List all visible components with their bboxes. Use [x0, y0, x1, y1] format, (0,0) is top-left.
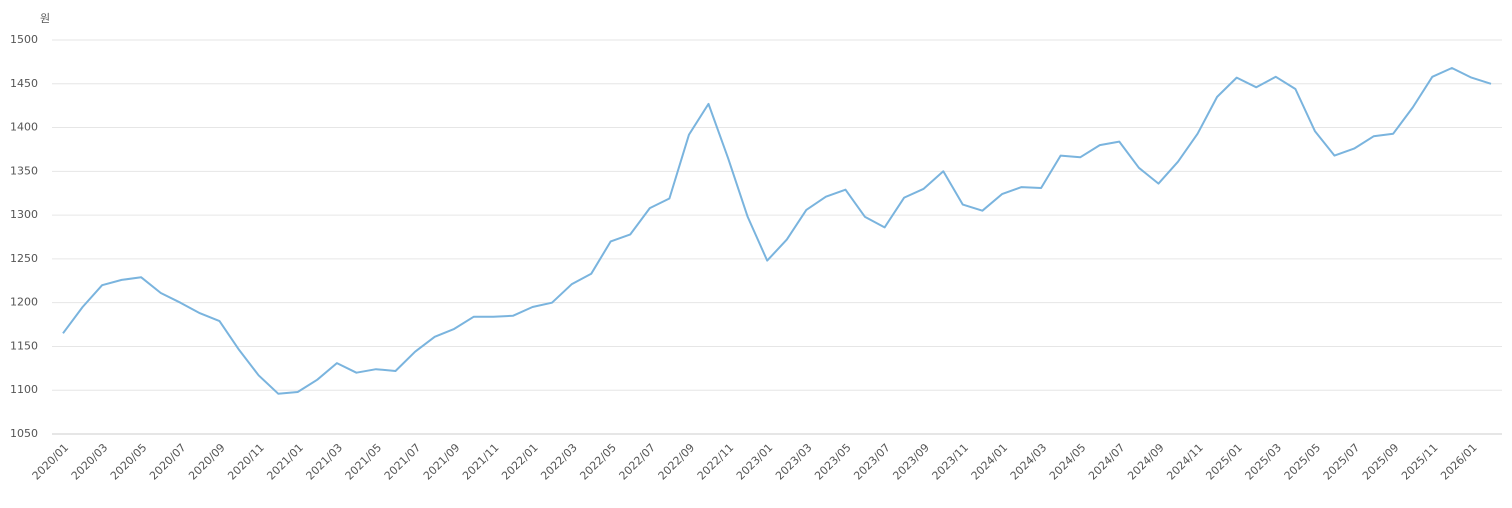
x-tick-label: 2021/09 [421, 441, 463, 483]
x-tick-label: 2020/01 [30, 441, 72, 483]
y-tick-label: 1500 [10, 33, 38, 46]
x-tick-label: 2023/11 [930, 441, 972, 483]
x-tick-label: 2024/07 [1086, 441, 1128, 483]
y-tick-label: 1100 [10, 383, 38, 396]
x-tick-label: 2024/09 [1125, 441, 1167, 483]
x-tick-label: 2025/09 [1360, 441, 1402, 483]
y-tick-label: 1250 [10, 252, 38, 265]
y-tick-label: 1050 [10, 427, 38, 440]
x-tick-label: 2022/09 [656, 441, 698, 483]
x-tick-label: 2024/11 [1164, 441, 1206, 483]
x-tick-label: 2025/05 [1282, 441, 1324, 483]
x-tick-label: 2020/09 [186, 441, 228, 483]
y-tick-label: 1150 [10, 339, 38, 352]
y-tick-label: 1350 [10, 164, 38, 177]
x-tick-label: 2022/07 [617, 441, 659, 483]
x-tick-label: 2023/05 [812, 441, 854, 483]
x-tick-label: 2024/03 [1008, 441, 1050, 483]
x-tick-label: 2024/01 [969, 441, 1011, 483]
y-tick-label: 1300 [10, 208, 38, 221]
line-series [62, 67, 1492, 395]
x-tick-label: 2025/03 [1243, 441, 1285, 483]
y-tick-label: 1200 [10, 296, 38, 309]
x-tick-label: 2023/03 [773, 441, 815, 483]
x-tick-label: 2022/11 [695, 441, 737, 483]
x-tick-label: 2021/03 [304, 441, 346, 483]
y-tick-label: 1400 [10, 121, 38, 134]
x-tick-label: 2020/03 [69, 441, 111, 483]
x-tick-label: 2025/01 [1203, 441, 1245, 483]
x-tick-label: 2025/07 [1321, 441, 1363, 483]
x-tick-label: 2023/09 [890, 441, 932, 483]
x-tick-label: 2023/01 [734, 441, 776, 483]
x-tick-label: 2021/05 [343, 441, 385, 483]
x-tick-label: 2021/01 [264, 441, 306, 483]
x-tick-label: 2021/11 [460, 441, 502, 483]
x-tick-label: 2021/07 [382, 441, 424, 483]
x-tick-label: 2022/01 [499, 441, 541, 483]
y-axis-unit: 원 [40, 12, 50, 25]
x-tick-label: 2020/11 [225, 441, 267, 483]
y-tick-label: 1450 [10, 77, 38, 90]
x-tick-label: 2022/03 [538, 441, 580, 483]
x-tick-label: 2023/07 [851, 441, 893, 483]
x-tick-label: 2025/11 [1399, 441, 1441, 483]
x-tick-label: 2026/01 [1438, 441, 1480, 483]
x-tick-label: 2022/05 [577, 441, 619, 483]
x-tick-label: 2024/05 [1047, 441, 1089, 483]
x-tick-label: 2020/05 [108, 441, 150, 483]
x-tick-label: 2020/07 [147, 441, 189, 483]
